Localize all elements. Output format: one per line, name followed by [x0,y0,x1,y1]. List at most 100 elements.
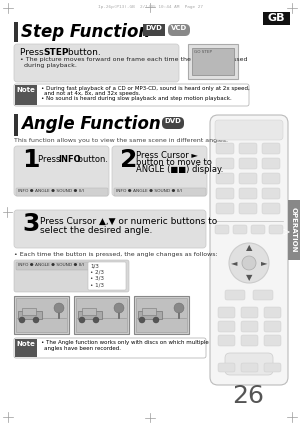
Text: during playback.: during playback. [24,63,77,68]
Bar [138,311,162,319]
FancyBboxPatch shape [14,260,129,292]
Text: • The Angle function works only with discs on which multiple: • The Angle function works only with dis… [41,340,209,345]
Bar [288,200,300,260]
Bar [263,12,290,25]
Text: ◄: ◄ [231,258,237,267]
FancyBboxPatch shape [114,188,206,196]
FancyBboxPatch shape [262,203,280,214]
Text: ►: ► [261,258,267,267]
FancyBboxPatch shape [239,173,257,184]
Circle shape [19,317,25,323]
FancyBboxPatch shape [262,188,280,199]
Text: INFO ● ANGLE ● SOUND ● II/I: INFO ● ANGLE ● SOUND ● II/I [18,263,84,267]
Bar [134,296,189,334]
Bar [15,339,37,357]
FancyBboxPatch shape [241,335,258,346]
Text: 2: 2 [120,148,137,172]
FancyBboxPatch shape [264,363,281,372]
Text: • 1/3: • 1/3 [90,283,104,287]
Bar [14,114,18,136]
FancyBboxPatch shape [251,225,265,234]
FancyBboxPatch shape [112,146,207,196]
Text: Ip-26p(P13)-GB  2/1/05 10:44 AM  Page 27: Ip-26p(P13)-GB 2/1/05 10:44 AM Page 27 [98,5,202,9]
Text: 26: 26 [232,384,264,408]
FancyBboxPatch shape [218,335,235,346]
Text: Angle Function: Angle Function [21,115,161,133]
Bar [14,22,18,42]
Text: STEP: STEP [43,48,68,57]
FancyBboxPatch shape [216,188,234,199]
FancyBboxPatch shape [225,290,245,300]
Circle shape [153,317,159,323]
Bar [15,85,37,105]
Bar [16,298,67,332]
FancyBboxPatch shape [253,290,273,300]
Bar [76,298,127,332]
Circle shape [54,303,64,313]
FancyBboxPatch shape [16,262,96,270]
Circle shape [139,317,145,323]
Bar [18,311,42,319]
Text: GB: GB [267,13,285,23]
Bar [22,308,36,315]
FancyBboxPatch shape [14,146,109,196]
FancyBboxPatch shape [262,158,280,169]
FancyBboxPatch shape [269,225,283,234]
Text: OPERATION: OPERATION [291,207,297,253]
FancyBboxPatch shape [215,225,229,234]
Circle shape [93,317,99,323]
Text: • No sound is heard during slow playback and step motion playback.: • No sound is heard during slow playback… [41,96,232,101]
FancyBboxPatch shape [264,335,281,346]
FancyBboxPatch shape [262,143,280,154]
Text: • The picture moves forward one frame each time the button is pressed: • The picture moves forward one frame ea… [20,57,248,62]
Bar [142,308,156,315]
Circle shape [114,303,124,313]
Text: angles have been recorded.: angles have been recorded. [44,346,121,351]
Text: Press Cursor ►: Press Cursor ► [136,151,198,160]
Text: • During fast playback of a CD or MP3-CD, sound is heard only at 2x speed,: • During fast playback of a CD or MP3-CD… [41,86,250,91]
FancyBboxPatch shape [216,143,234,154]
Text: ▲: ▲ [246,244,252,252]
Text: VCD: VCD [171,25,187,31]
FancyBboxPatch shape [264,307,281,318]
Text: Press: Press [20,48,46,57]
Text: DVD: DVD [165,118,182,124]
FancyBboxPatch shape [239,158,257,169]
FancyBboxPatch shape [143,24,165,36]
Bar [82,308,96,315]
Text: Step Function: Step Function [21,23,150,41]
FancyBboxPatch shape [162,117,184,129]
Text: DVD: DVD [146,25,162,31]
FancyBboxPatch shape [14,210,206,248]
FancyBboxPatch shape [225,353,273,375]
FancyBboxPatch shape [241,321,258,332]
Circle shape [79,317,85,323]
FancyBboxPatch shape [88,262,126,290]
Text: • Each time the button is pressed, the angle changes as follows:: • Each time the button is pressed, the a… [14,252,217,257]
FancyBboxPatch shape [241,363,258,372]
Text: INFO ● ANGLE ● SOUND ● II/I: INFO ● ANGLE ● SOUND ● II/I [116,189,182,193]
Text: GO STEP: GO STEP [194,50,212,54]
Text: Note: Note [16,341,35,347]
FancyBboxPatch shape [239,143,257,154]
FancyBboxPatch shape [218,321,235,332]
FancyBboxPatch shape [262,173,280,184]
Circle shape [242,256,256,270]
FancyBboxPatch shape [216,203,234,214]
FancyBboxPatch shape [239,188,257,199]
Bar [192,48,234,75]
Circle shape [33,317,39,323]
FancyBboxPatch shape [216,158,234,169]
Text: select the desired angle.: select the desired angle. [40,226,152,235]
FancyBboxPatch shape [264,321,281,332]
Text: and not at 4x, 8x, and 32x speeds.: and not at 4x, 8x, and 32x speeds. [44,91,140,96]
Text: button to move to: button to move to [136,158,212,167]
FancyBboxPatch shape [14,338,206,358]
Text: 1: 1 [22,148,40,172]
Bar [78,311,102,319]
Bar [143,24,165,36]
FancyBboxPatch shape [233,225,247,234]
Text: Press: Press [38,155,63,164]
Bar [74,296,129,334]
Text: • 2/3: • 2/3 [90,269,104,275]
